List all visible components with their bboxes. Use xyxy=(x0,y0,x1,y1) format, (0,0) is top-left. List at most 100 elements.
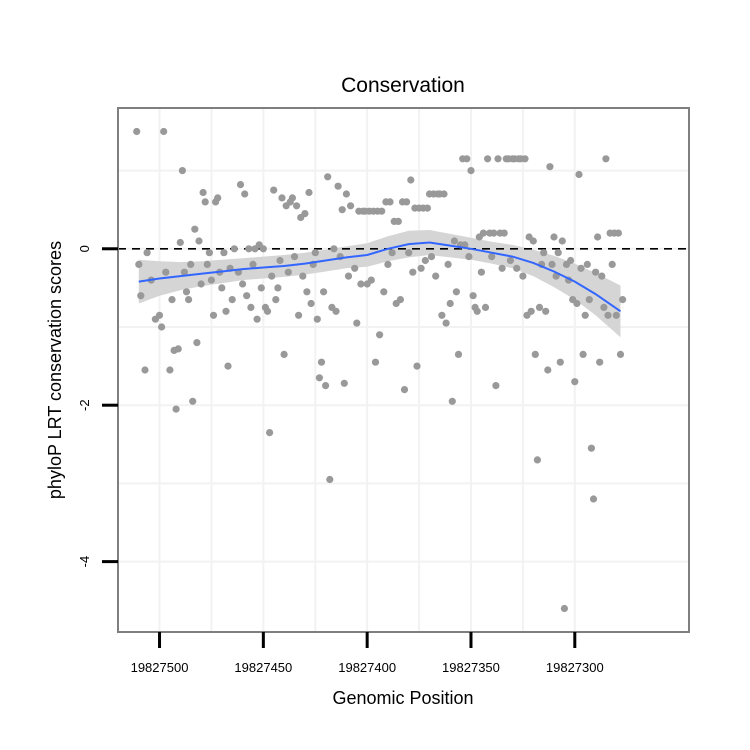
data-point xyxy=(465,253,473,261)
data-point xyxy=(193,339,201,347)
data-point xyxy=(614,229,623,237)
data-point xyxy=(176,238,184,247)
data-point xyxy=(189,397,197,405)
data-point xyxy=(236,181,245,189)
data-point xyxy=(347,202,355,210)
data-point xyxy=(535,303,544,311)
data-point xyxy=(160,127,168,136)
data-point xyxy=(222,307,230,315)
data-point xyxy=(166,366,174,374)
data-point xyxy=(479,229,487,237)
data-point xyxy=(172,405,180,413)
data-point xyxy=(253,315,261,323)
data-point xyxy=(158,323,166,331)
data-point xyxy=(218,284,226,292)
data-point xyxy=(558,237,566,245)
data-point xyxy=(303,288,311,296)
data-point xyxy=(417,264,425,272)
data-point xyxy=(531,350,539,358)
data-point xyxy=(228,296,236,304)
data-point xyxy=(529,237,537,245)
data-point xyxy=(191,225,199,233)
data-point xyxy=(293,202,301,210)
y-axis: 0 -2 -4 xyxy=(77,245,118,567)
data-point xyxy=(332,307,340,315)
confidence-ribbon xyxy=(138,230,621,338)
data-point xyxy=(357,280,365,288)
data-point xyxy=(386,198,394,206)
data-point xyxy=(594,233,602,241)
data-point xyxy=(380,288,388,296)
data-point xyxy=(205,249,213,257)
data-point xyxy=(602,155,610,163)
data-point xyxy=(288,194,296,202)
data-point xyxy=(589,495,598,503)
data-point xyxy=(268,272,276,280)
y-tick-label: -4 xyxy=(77,556,92,568)
data-point xyxy=(207,276,215,284)
data-point xyxy=(527,307,535,315)
data-point xyxy=(592,268,600,276)
data-point xyxy=(326,475,334,484)
data-point xyxy=(243,292,251,300)
data-point xyxy=(440,190,448,198)
data-point xyxy=(573,299,581,308)
data-point xyxy=(467,167,475,175)
data-point xyxy=(137,292,145,300)
data-point xyxy=(241,190,249,198)
data-point xyxy=(596,358,604,366)
data-point xyxy=(432,272,440,280)
data-point xyxy=(276,256,284,265)
data-point xyxy=(438,311,446,319)
data-point xyxy=(143,249,151,257)
y-tick-label: 0 xyxy=(77,245,92,252)
data-point xyxy=(448,397,456,405)
data-point xyxy=(266,429,274,437)
data-point xyxy=(494,155,502,163)
data-point xyxy=(409,268,417,276)
data-point xyxy=(334,182,342,190)
data-point xyxy=(477,268,485,276)
data-point xyxy=(272,296,280,304)
data-point xyxy=(405,249,413,257)
data-point xyxy=(498,264,506,272)
x-tick-label: 19827500 xyxy=(131,660,189,675)
data-point xyxy=(330,245,338,253)
plot-area xyxy=(117,107,690,633)
data-point xyxy=(295,311,303,319)
data-point xyxy=(209,311,218,319)
data-point xyxy=(583,260,591,268)
data-point xyxy=(249,260,257,268)
data-point xyxy=(423,204,431,212)
grid-lines xyxy=(118,108,689,632)
data-point xyxy=(442,319,450,327)
data-point xyxy=(342,190,350,198)
plot-background xyxy=(118,108,689,632)
data-point xyxy=(378,207,386,215)
smooth-trend-line xyxy=(138,241,622,313)
data-point xyxy=(587,444,596,452)
data-point xyxy=(413,362,421,370)
data-point xyxy=(540,249,548,257)
data-points xyxy=(133,127,627,613)
data-point xyxy=(585,296,593,304)
data-point xyxy=(421,256,429,265)
data-point xyxy=(546,163,554,171)
data-point xyxy=(394,217,402,225)
data-point xyxy=(513,264,521,272)
chart-title: Conservation xyxy=(341,74,465,97)
data-point xyxy=(616,350,625,358)
data-point xyxy=(604,311,612,319)
data-point xyxy=(230,245,238,253)
data-point xyxy=(280,350,288,358)
data-point xyxy=(290,253,299,261)
data-point xyxy=(141,366,149,374)
data-point xyxy=(353,319,361,327)
data-point xyxy=(247,303,255,311)
data-point xyxy=(367,276,375,284)
data-point xyxy=(550,233,558,241)
data-point xyxy=(135,260,143,268)
data-point xyxy=(598,272,606,280)
data-point xyxy=(270,186,278,194)
